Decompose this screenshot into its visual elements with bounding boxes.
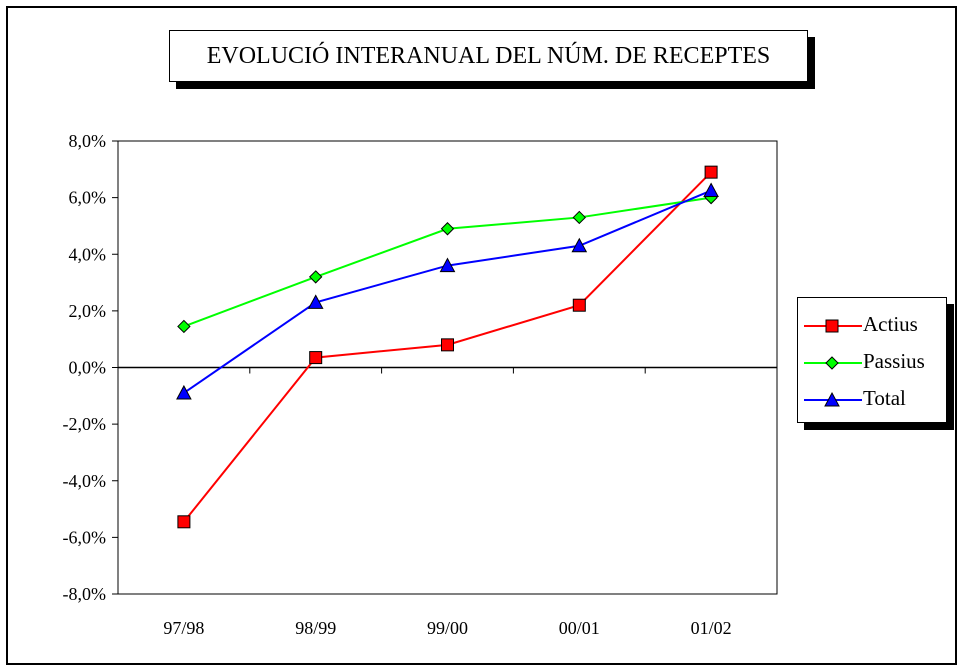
x-tick-label: 01/02 [691, 618, 732, 638]
legend-label-total: Total [863, 386, 906, 410]
y-tick-label: 6,0% [69, 188, 107, 208]
data-point-total [703, 182, 719, 198]
x-tick-label: 99/00 [427, 618, 468, 638]
x-tick-label: 98/99 [295, 618, 336, 638]
y-tick-label: 2,0% [69, 301, 107, 321]
y-tick-label: 0,0% [69, 358, 107, 378]
legend-swatch-passius [804, 356, 862, 370]
y-tick-label: 4,0% [69, 244, 107, 264]
data-point-total [571, 237, 588, 253]
chart-legend: Actius Passius Total [797, 297, 947, 423]
y-tick-label: 8,0% [69, 131, 107, 151]
legend-swatch-total [804, 391, 862, 407]
x-tick-label: 00/01 [559, 618, 600, 638]
data-point-actius [572, 298, 586, 312]
data-point-passius [177, 319, 191, 334]
legend-label-actius: Actius [863, 312, 918, 336]
data-point-actius [704, 165, 718, 179]
data-point-total [176, 384, 192, 400]
y-tick-label: -8,0% [63, 584, 107, 604]
y-tick-label: -6,0% [63, 527, 107, 547]
chart-title: EVOLUCIÓ INTERANUAL DEL NÚM. DE RECEPTES [169, 30, 808, 82]
x-tick-label: 97/98 [163, 618, 204, 638]
data-point-passius [572, 210, 587, 225]
y-tick-label: -2,0% [63, 414, 107, 434]
legend-item-actius: Actius [798, 310, 946, 342]
data-point-passius [308, 270, 323, 284]
data-point-passius [440, 222, 455, 236]
legend-label-passius: Passius [863, 349, 925, 373]
data-point-actius [441, 338, 454, 352]
data-point-total [307, 294, 324, 309]
legend-item-passius: Passius [798, 347, 946, 379]
y-tick-label: -4,0% [63, 471, 107, 491]
legend-swatch-actius [804, 319, 862, 333]
data-point-actius [309, 351, 323, 365]
data-point-actius [177, 515, 191, 529]
data-point-total [439, 257, 456, 273]
legend-item-total: Total [798, 384, 946, 416]
